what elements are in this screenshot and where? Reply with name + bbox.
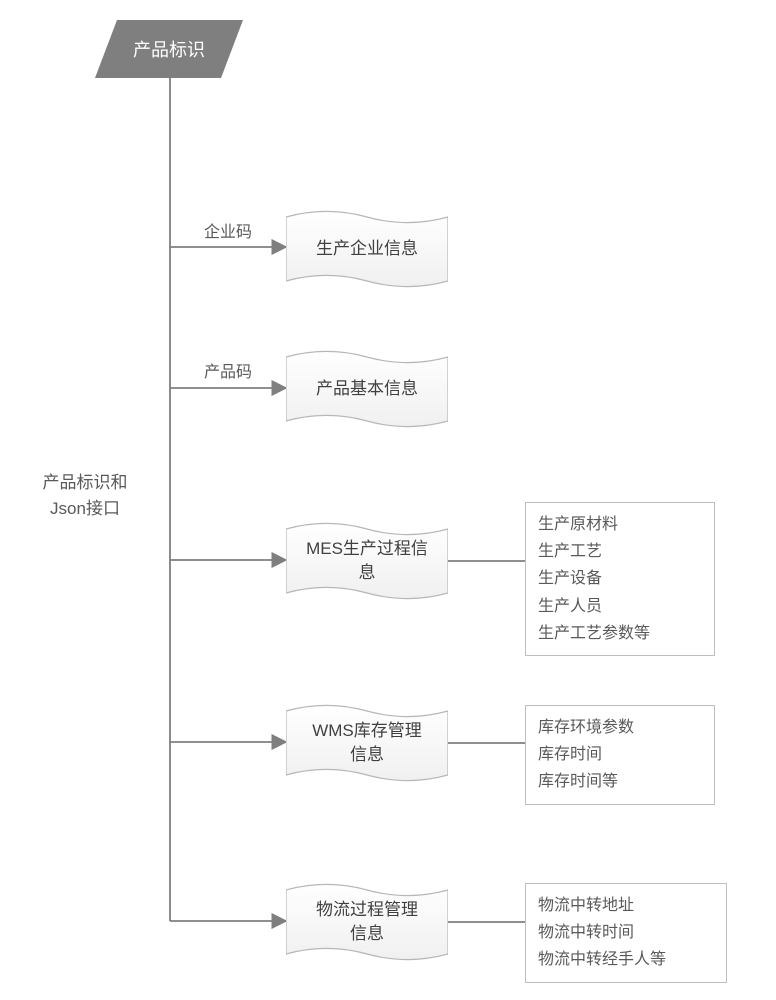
root-label: 产品标识 [133, 36, 205, 62]
diagram-canvas: 产品标识生产企业信息产品基本信息 MES生产过程信 息 WMS库存管理 信息物流过程… [0, 0, 776, 1000]
doc-node-0: 生产企业信息 [286, 210, 448, 288]
edge-label-0: 企业码 [204, 218, 252, 242]
doc-node-1: 产品基本信息 [286, 350, 448, 428]
root-node: 产品标识 [95, 20, 243, 78]
detail-box-0: 生产原材料 生产工艺 生产设备 生产人员 生产工艺参数等 [525, 502, 715, 656]
side-label: 产品标识和 Json接口 [20, 470, 150, 521]
edge-label-1: 产品码 [204, 358, 252, 382]
detail-box-1: 库存环境参数 库存时间 库存时间等 [525, 705, 715, 805]
doc-label-2: MES生产过程信 息 [306, 537, 428, 585]
doc-label-1: 产品基本信息 [316, 377, 418, 401]
doc-label-4: 物流过程管理 信息 [316, 898, 418, 946]
doc-node-2: MES生产过程信 息 [286, 522, 448, 600]
doc-node-3: WMS库存管理 信息 [286, 704, 448, 782]
doc-label-3: WMS库存管理 信息 [312, 719, 422, 767]
doc-node-4: 物流过程管理 信息 [286, 883, 448, 961]
detail-box-2: 物流中转地址 物流中转时间 物流中转经手人等 [525, 883, 727, 983]
doc-label-0: 生产企业信息 [316, 237, 418, 261]
